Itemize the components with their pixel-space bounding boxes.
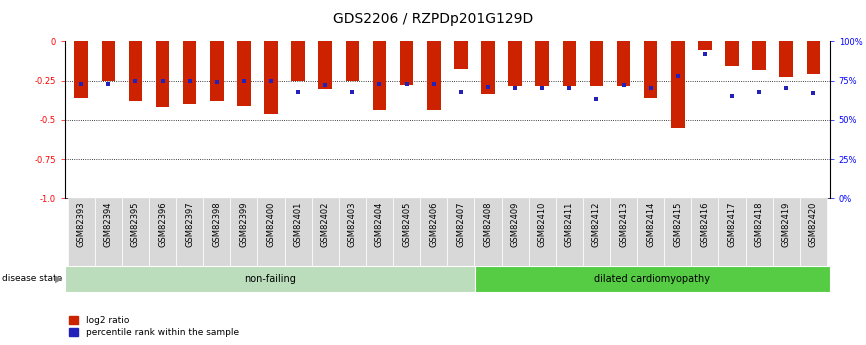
Bar xyxy=(691,198,719,266)
Text: GSM82394: GSM82394 xyxy=(104,202,113,247)
Text: GSM82419: GSM82419 xyxy=(782,202,791,247)
Bar xyxy=(420,198,447,266)
Text: GDS2206 / RZPDp201G129D: GDS2206 / RZPDp201G129D xyxy=(333,12,533,26)
Text: GSM82409: GSM82409 xyxy=(511,202,520,247)
Bar xyxy=(156,41,170,107)
Bar xyxy=(671,41,684,128)
Text: GSM82401: GSM82401 xyxy=(294,202,302,247)
Bar xyxy=(617,41,630,86)
Bar xyxy=(454,41,468,69)
Bar xyxy=(563,41,576,86)
Legend: log2 ratio, percentile rank within the sample: log2 ratio, percentile rank within the s… xyxy=(69,316,239,337)
Bar xyxy=(230,198,257,266)
Bar xyxy=(264,41,278,114)
Text: GSM82395: GSM82395 xyxy=(131,202,140,247)
Bar xyxy=(528,198,556,266)
Text: GSM82420: GSM82420 xyxy=(809,202,818,247)
Bar xyxy=(583,198,610,266)
Bar xyxy=(122,198,149,266)
Bar xyxy=(210,41,223,101)
Bar xyxy=(746,198,772,266)
Bar xyxy=(393,198,420,266)
Text: non-failing: non-failing xyxy=(244,274,295,284)
Text: GSM82393: GSM82393 xyxy=(77,202,86,247)
Bar xyxy=(772,198,800,266)
Text: disease state: disease state xyxy=(2,274,62,283)
Text: GSM82417: GSM82417 xyxy=(727,202,736,247)
Bar xyxy=(65,266,475,292)
Bar xyxy=(753,41,766,70)
Bar xyxy=(74,41,88,98)
Bar xyxy=(481,41,494,94)
Bar xyxy=(427,41,441,110)
Bar xyxy=(400,41,413,85)
Bar xyxy=(535,41,549,86)
Bar xyxy=(183,41,197,104)
Text: GSM82403: GSM82403 xyxy=(348,202,357,247)
Text: ▶: ▶ xyxy=(55,274,62,284)
Bar xyxy=(475,198,501,266)
Bar xyxy=(204,198,230,266)
Bar xyxy=(176,198,204,266)
Bar xyxy=(644,41,657,98)
Text: GSM82411: GSM82411 xyxy=(565,202,574,247)
Bar xyxy=(508,41,522,86)
Bar xyxy=(129,41,142,101)
Bar xyxy=(339,198,366,266)
Text: GSM82397: GSM82397 xyxy=(185,202,194,247)
Bar xyxy=(779,41,793,77)
Text: GSM82413: GSM82413 xyxy=(619,202,628,247)
Text: GSM82404: GSM82404 xyxy=(375,202,384,247)
Text: GSM82398: GSM82398 xyxy=(212,202,222,247)
Bar xyxy=(556,198,583,266)
Text: GSM82418: GSM82418 xyxy=(754,202,764,247)
Text: GSM82399: GSM82399 xyxy=(239,202,249,247)
Bar xyxy=(372,41,386,110)
Text: GSM82415: GSM82415 xyxy=(673,202,682,247)
Bar xyxy=(366,198,393,266)
Bar xyxy=(237,41,250,106)
Text: GSM82408: GSM82408 xyxy=(483,202,493,247)
Bar xyxy=(475,266,830,292)
Text: GSM82412: GSM82412 xyxy=(592,202,601,247)
Text: GSM82405: GSM82405 xyxy=(402,202,411,247)
Bar xyxy=(698,41,712,50)
Text: GSM82410: GSM82410 xyxy=(538,202,546,247)
Bar xyxy=(590,41,604,86)
Bar xyxy=(800,198,827,266)
Bar xyxy=(319,41,332,89)
Text: dilated cardiomyopathy: dilated cardiomyopathy xyxy=(594,274,710,284)
Text: GSM82396: GSM82396 xyxy=(158,202,167,247)
Bar xyxy=(637,198,664,266)
Bar xyxy=(312,198,339,266)
Bar xyxy=(94,198,122,266)
Bar xyxy=(285,198,312,266)
Bar xyxy=(257,198,285,266)
Bar xyxy=(610,198,637,266)
Text: GSM82414: GSM82414 xyxy=(646,202,656,247)
Text: GSM82406: GSM82406 xyxy=(430,202,438,247)
Text: GSM82407: GSM82407 xyxy=(456,202,465,247)
Text: GSM82400: GSM82400 xyxy=(267,202,275,247)
Bar xyxy=(725,41,739,66)
Bar xyxy=(291,41,305,81)
Bar xyxy=(101,41,115,81)
Bar xyxy=(68,198,94,266)
Bar xyxy=(447,198,475,266)
Text: GSM82402: GSM82402 xyxy=(320,202,330,247)
Bar xyxy=(501,198,528,266)
Bar xyxy=(149,198,176,266)
Text: GSM82416: GSM82416 xyxy=(701,202,709,247)
Bar xyxy=(719,198,746,266)
Bar xyxy=(806,41,820,73)
Bar xyxy=(346,41,359,81)
Bar xyxy=(664,198,691,266)
